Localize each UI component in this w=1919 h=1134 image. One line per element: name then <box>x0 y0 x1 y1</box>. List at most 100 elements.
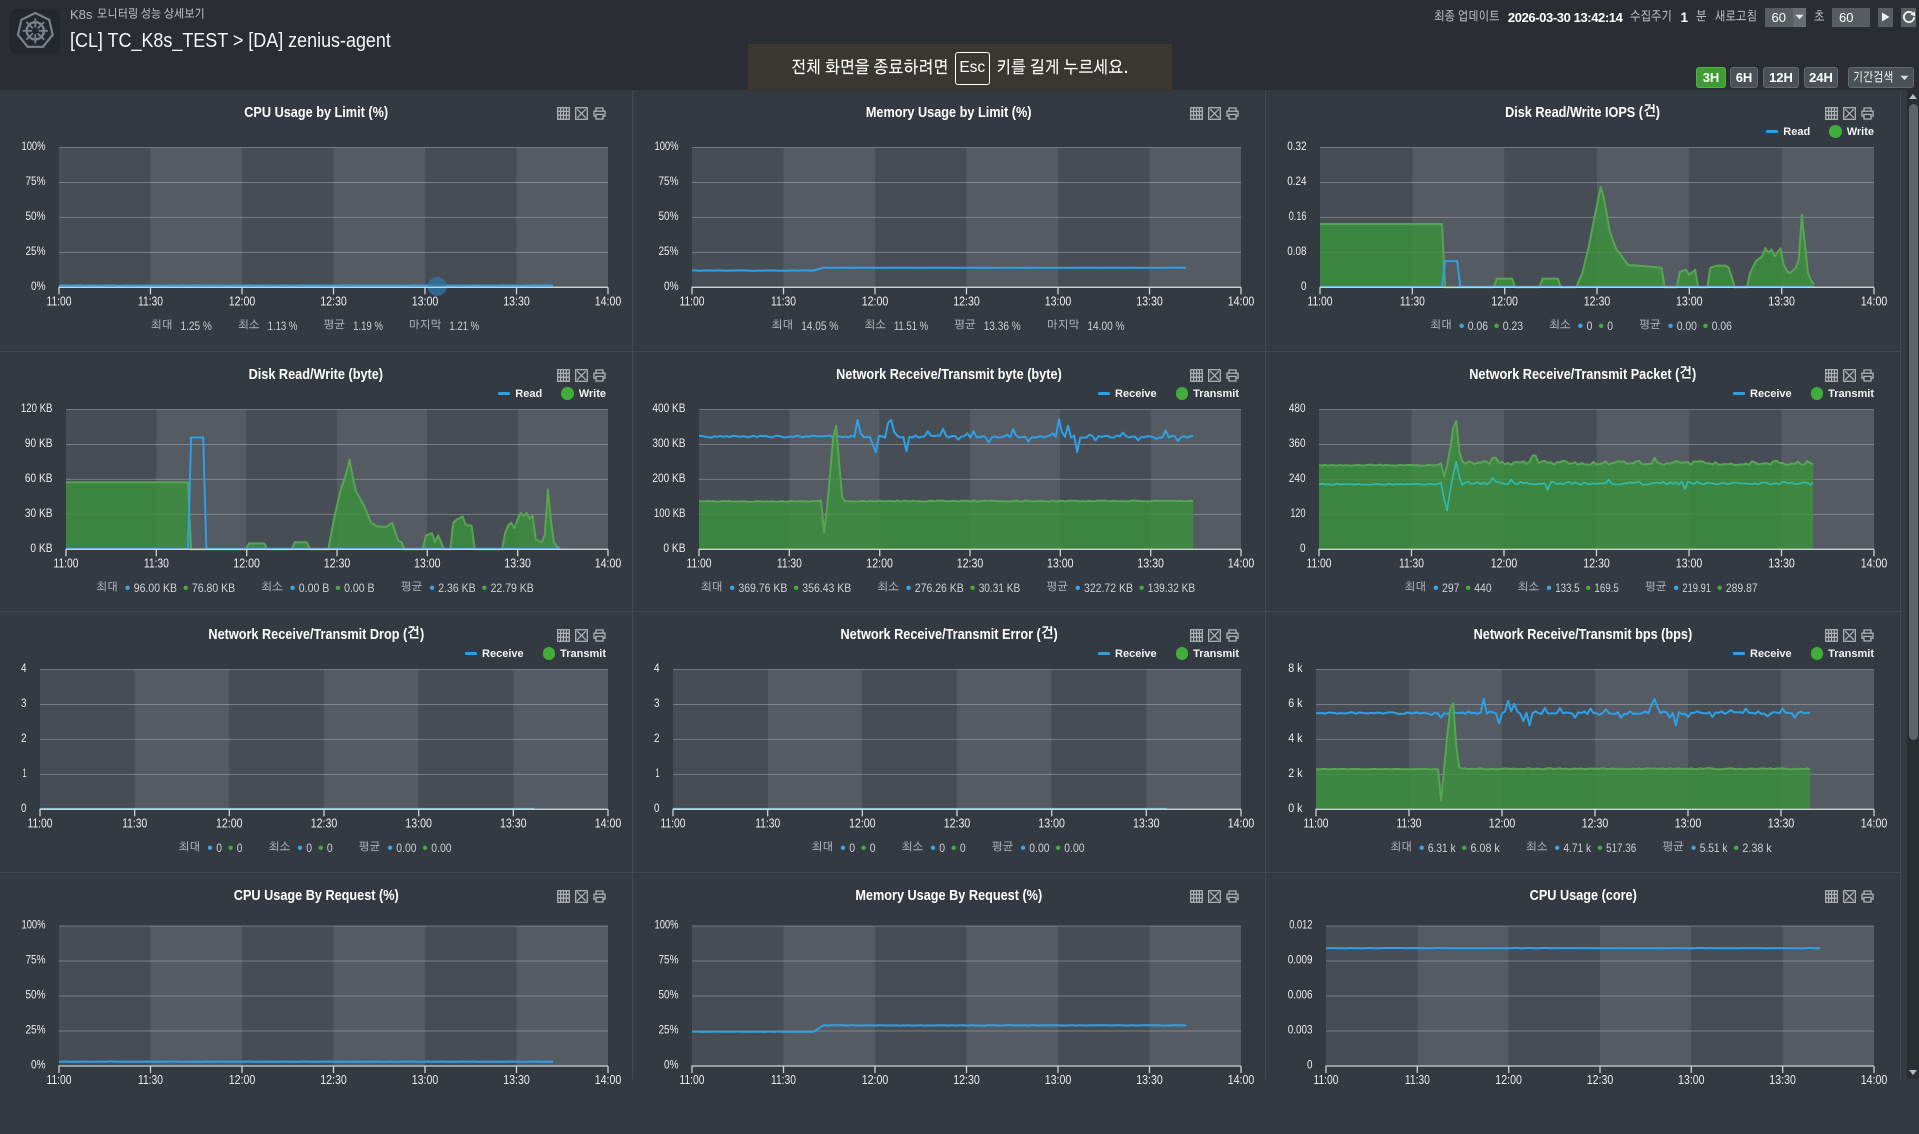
svg-text:11:30: 11:30 <box>122 816 147 831</box>
svg-text:139.32 KB: 139.32 KB <box>1148 581 1195 595</box>
svg-text:0: 0 <box>306 841 312 855</box>
svg-text:75%: 75% <box>659 176 679 188</box>
svg-text:0 KB: 0 KB <box>663 543 685 555</box>
svg-text:440: 440 <box>1474 581 1492 595</box>
svg-text:0.00: 0.00 <box>431 841 451 855</box>
svg-text:12:30: 12:30 <box>944 816 971 831</box>
svg-text:0.16: 0.16 <box>1289 211 1307 223</box>
svg-text:276.26 KB: 276.26 KB <box>915 581 964 595</box>
svg-text:11:30: 11:30 <box>777 556 802 571</box>
svg-text:11:30: 11:30 <box>755 816 780 831</box>
svg-text:517.36: 517.36 <box>1606 841 1636 855</box>
svg-text:12:00: 12:00 <box>866 556 893 571</box>
svg-text:0: 0 <box>1607 319 1613 333</box>
svg-text:11:00: 11:00 <box>687 556 712 571</box>
svg-text:4: 4 <box>654 663 660 675</box>
svg-text:0: 0 <box>216 841 222 855</box>
svg-text:14:00: 14:00 <box>1228 1072 1255 1087</box>
svg-text:13:00: 13:00 <box>1038 816 1065 831</box>
svg-text:369.76 KB: 369.76 KB <box>738 581 787 595</box>
svg-text:12:30: 12:30 <box>953 294 980 309</box>
svg-text:13:30: 13:30 <box>503 294 530 309</box>
svg-text:13:00: 13:00 <box>1678 1072 1705 1087</box>
svg-text:6 k: 6 k <box>1288 698 1303 710</box>
svg-text:4 k: 4 k <box>1288 733 1303 745</box>
svg-text:100%: 100% <box>655 920 679 932</box>
svg-text:0: 0 <box>654 803 660 815</box>
svg-text:1.25 %: 1.25 % <box>181 319 213 333</box>
svg-text:13:00: 13:00 <box>412 294 439 309</box>
svg-text:13:00: 13:00 <box>1045 294 1072 309</box>
svg-text:1.21 %: 1.21 % <box>449 319 479 333</box>
svg-text:0.00 B: 0.00 B <box>299 581 330 595</box>
svg-text:13:30: 13:30 <box>1769 1072 1796 1087</box>
svg-text:219.91: 219.91 <box>1682 581 1711 595</box>
svg-text:100%: 100% <box>655 141 679 153</box>
svg-text:133.5: 133.5 <box>1555 581 1580 595</box>
svg-text:11:30: 11:30 <box>771 294 796 309</box>
svg-text:11:30: 11:30 <box>1397 816 1422 831</box>
svg-text:13:30: 13:30 <box>1136 294 1163 309</box>
svg-text:12:00: 12:00 <box>1489 816 1516 831</box>
svg-text:75%: 75% <box>26 955 46 967</box>
svg-text:14:00: 14:00 <box>595 294 622 309</box>
svg-text:360: 360 <box>1289 438 1306 450</box>
svg-text:12:00: 12:00 <box>862 294 889 309</box>
svg-text:12:30: 12:30 <box>1582 816 1609 831</box>
svg-text:50%: 50% <box>26 211 46 223</box>
svg-text:11:00: 11:00 <box>1314 1072 1339 1087</box>
svg-text:120 KB: 120 KB <box>21 403 53 415</box>
svg-text:22.79 KB: 22.79 KB <box>491 581 534 595</box>
svg-text:13:00: 13:00 <box>412 1072 439 1087</box>
svg-text:14:00: 14:00 <box>595 1072 622 1087</box>
svg-text:4.71 k: 4.71 k <box>1563 841 1592 855</box>
svg-text:12:00: 12:00 <box>849 816 876 831</box>
svg-text:11:30: 11:30 <box>1400 294 1425 309</box>
svg-text:480: 480 <box>1289 403 1306 415</box>
svg-text:50%: 50% <box>659 990 679 1002</box>
svg-text:13:30: 13:30 <box>1136 1072 1163 1087</box>
svg-text:0.32: 0.32 <box>1287 141 1306 153</box>
svg-text:0: 0 <box>327 841 333 855</box>
svg-text:12:30: 12:30 <box>1584 294 1611 309</box>
svg-text:11:30: 11:30 <box>1405 1072 1430 1087</box>
svg-text:0.00: 0.00 <box>1029 841 1049 855</box>
svg-text:14:00: 14:00 <box>1861 556 1888 571</box>
svg-text:1: 1 <box>23 768 27 780</box>
svg-text:13:00: 13:00 <box>1676 294 1703 309</box>
svg-text:11:30: 11:30 <box>1399 556 1424 571</box>
svg-text:0.012: 0.012 <box>1289 920 1312 932</box>
svg-text:12:00: 12:00 <box>1491 294 1518 309</box>
svg-text:11:00: 11:00 <box>1308 294 1333 309</box>
svg-text:14:00: 14:00 <box>1228 816 1255 831</box>
svg-text:100 KB: 100 KB <box>654 508 686 520</box>
svg-text:0 KB: 0 KB <box>30 543 52 555</box>
svg-text:12:00: 12:00 <box>1491 556 1518 571</box>
svg-text:11:30: 11:30 <box>771 1072 796 1087</box>
svg-text:96.00 KB: 96.00 KB <box>134 581 177 595</box>
svg-text:0.08: 0.08 <box>1287 246 1306 258</box>
svg-text:0%: 0% <box>31 281 46 293</box>
svg-text:14:00: 14:00 <box>1228 294 1255 309</box>
svg-text:1.19 %: 1.19 % <box>353 319 383 333</box>
svg-text:13.36 %: 13.36 % <box>984 319 1021 333</box>
svg-text:11.51 %: 11.51 % <box>894 319 928 333</box>
svg-text:12:30: 12:30 <box>953 1072 980 1087</box>
svg-text:13:30: 13:30 <box>1133 816 1160 831</box>
svg-text:90 KB: 90 KB <box>25 438 53 450</box>
svg-text:12:00: 12:00 <box>233 556 260 571</box>
svg-text:11:00: 11:00 <box>47 294 72 309</box>
svg-text:14:00: 14:00 <box>1228 556 1255 571</box>
svg-text:13:30: 13:30 <box>500 816 527 831</box>
svg-text:5.51 k: 5.51 k <box>1700 841 1729 855</box>
svg-text:240: 240 <box>1289 473 1306 485</box>
svg-text:2: 2 <box>654 733 660 745</box>
svg-text:25%: 25% <box>26 1025 46 1037</box>
svg-text:12:30: 12:30 <box>1587 1072 1614 1087</box>
svg-text:14:00: 14:00 <box>595 556 622 571</box>
svg-text:12:30: 12:30 <box>957 556 984 571</box>
svg-text:0: 0 <box>870 841 876 855</box>
svg-text:0 k: 0 k <box>1288 803 1303 815</box>
svg-text:50%: 50% <box>659 211 679 223</box>
svg-text:0: 0 <box>849 841 855 855</box>
